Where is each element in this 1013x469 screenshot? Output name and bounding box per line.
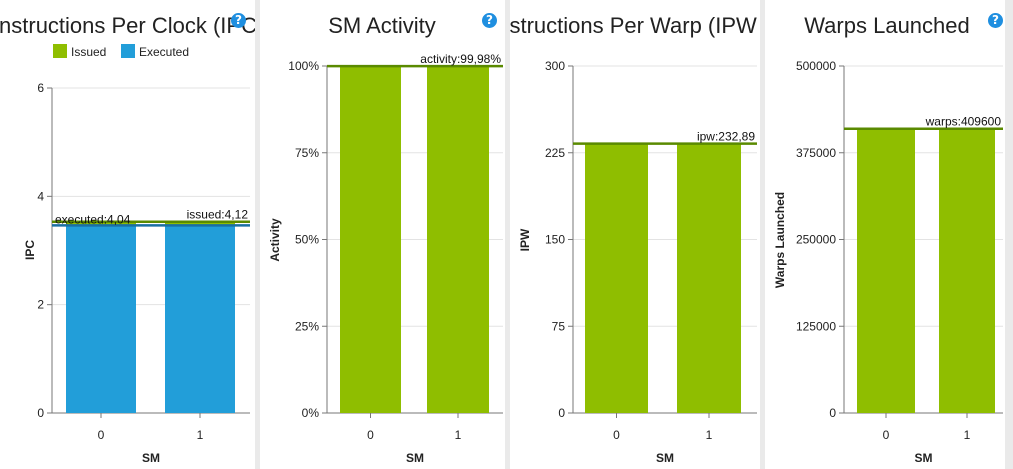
bar [165, 225, 235, 413]
y-tick-label: 250000 [796, 233, 836, 247]
y-tick-label: 25% [295, 319, 319, 333]
y-axis-label: Activity [268, 218, 282, 262]
y-tick-label: 0 [558, 406, 565, 420]
y-axis-label: IPW [518, 228, 532, 251]
reference-line-label: issued:4,12 [187, 208, 249, 222]
ipc-chart: nstructions Per Clock (IPC Issued Executed… [0, 13, 255, 465]
x-tick-label: 1 [706, 428, 713, 442]
x-tick-label: 1 [455, 428, 462, 442]
bar [939, 128, 995, 413]
chart-title: Warps Launched [804, 13, 970, 38]
reference-line-label: executed:4,04 [55, 212, 131, 226]
y-tick-label: 75% [295, 146, 319, 160]
legend-entry: Executed [139, 45, 189, 59]
bar [585, 143, 648, 413]
legend-swatch [53, 44, 67, 58]
y-tick-label: 2 [37, 298, 44, 312]
sm-activity-chart-panel: SM Activity 0% 25% 50% 75% 100% 0 1 activity:99,… [260, 0, 505, 469]
bar [677, 143, 741, 413]
help-icon[interactable]: ? [482, 13, 497, 28]
warps-launched-chart-panel: Warps Launched 0 125000 250000 375000 500000 0… [765, 0, 1005, 469]
x-tick-label: 0 [883, 428, 890, 442]
x-axis-label: SM [406, 451, 424, 465]
chart-title: nstructions Per Clock (IPC [0, 13, 255, 38]
y-tick-label: 0 [829, 406, 836, 420]
reference-line-label: warps:409600 [925, 115, 1002, 129]
x-tick-label: 0 [367, 428, 374, 442]
chart-title: SM Activity [328, 13, 436, 38]
y-tick-label: 100% [288, 59, 319, 73]
x-axis-label: SM [142, 451, 160, 465]
chart-title: nstructions Per Warp (IPW [510, 13, 757, 38]
reference-line-label: activity:99,98% [420, 52, 501, 66]
y-axis-label: Warps Launched [773, 192, 787, 288]
y-tick-label: 6 [37, 81, 44, 95]
bar [427, 66, 489, 413]
x-axis-label: SM [656, 451, 674, 465]
y-tick-label: 50% [295, 233, 319, 247]
y-tick-label: 500000 [796, 59, 836, 73]
legend-swatch [121, 44, 135, 58]
y-tick-label: 300 [545, 59, 565, 73]
ipw-chart-panel: nstructions Per Warp (IPW 0 75 150 225 300 0 1 i… [510, 0, 760, 469]
y-tick-label: 4 [37, 189, 44, 203]
y-tick-label: 75 [552, 319, 566, 333]
sm-activity-chart: SM Activity 0% 25% 50% 75% 100% 0 1 activity:99,… [268, 13, 503, 465]
y-tick-label: 0% [302, 406, 320, 420]
ipw-chart: nstructions Per Warp (IPW 0 75 150 225 300 0 1 i… [510, 13, 757, 465]
y-tick-label: 225 [545, 146, 565, 160]
x-tick-label: 1 [964, 428, 971, 442]
y-tick-label: 375000 [796, 146, 836, 160]
x-tick-label: 0 [613, 428, 620, 442]
y-tick-label: 150 [545, 233, 565, 247]
bar [340, 66, 401, 413]
x-tick-label: 1 [197, 428, 204, 442]
x-axis-label: SM [915, 451, 933, 465]
reference-line-label: ipw:232,89 [697, 130, 755, 144]
x-tick-label: 0 [98, 428, 105, 442]
help-icon[interactable]: ? [988, 13, 1003, 28]
y-axis-label: IPC [23, 240, 37, 260]
y-tick-label: 0 [37, 406, 44, 420]
legend-entry: Issued [71, 45, 106, 59]
bar [857, 128, 915, 413]
warps-launched-chart: Warps Launched 0 125000 250000 375000 500000 0… [773, 13, 1003, 465]
ipc-chart-panel: nstructions Per Clock (IPC Issued Executed… [0, 0, 255, 469]
y-tick-label: 125000 [796, 319, 836, 333]
help-icon[interactable]: ? [231, 13, 246, 28]
bar [66, 225, 136, 413]
